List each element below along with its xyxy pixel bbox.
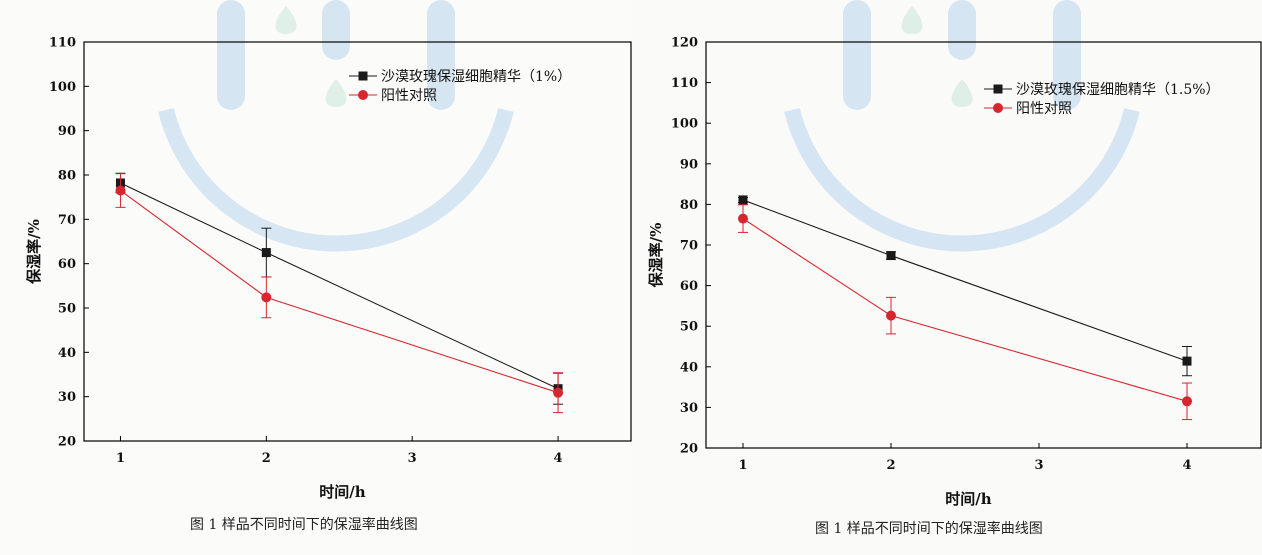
y-tick-label: 80 xyxy=(58,169,76,184)
data-point-square xyxy=(261,248,271,258)
x-tick-label: 1 xyxy=(116,451,125,466)
line-chart-1-5pct: 20 30 40 50 60 70 80 90 100 110 120 1 2 3 4 时间/h 保湿率/% 沙漠… xyxy=(647,0,1262,508)
x-tick-label: 3 xyxy=(408,451,417,466)
legend-label: 沙漠玫瑰保湿细胞精华（1%） xyxy=(381,69,571,85)
watermark-drop xyxy=(901,6,923,34)
legend-marker-square xyxy=(993,84,1003,94)
y-tick-label: 110 xyxy=(49,36,76,51)
legend-marker-square xyxy=(358,71,368,81)
x-tick-label: 2 xyxy=(262,451,271,466)
watermark-arc xyxy=(158,108,514,252)
watermark-bar xyxy=(948,0,976,60)
y-tick-label: 100 xyxy=(49,80,76,95)
y-tick-label: 50 xyxy=(680,320,698,335)
y-axis-title: 保湿率/% xyxy=(25,219,43,285)
watermark-arc xyxy=(784,108,1140,252)
data-point-square xyxy=(886,251,896,261)
watermark-bar xyxy=(427,0,455,110)
watermark-bar xyxy=(1053,0,1081,110)
series-line xyxy=(120,190,559,394)
x-tick-label: 3 xyxy=(1034,458,1043,473)
data-point-circle xyxy=(553,387,564,398)
figure-caption: 图 1 样品不同时间下的保湿率曲线图 xyxy=(815,521,1043,537)
watermark-bar xyxy=(843,0,871,110)
figure-caption: 图 1 样品不同时间下的保湿率曲线图 xyxy=(190,517,418,533)
y-tick-label: 40 xyxy=(680,360,698,375)
x-axis-title: 时间/h xyxy=(945,490,991,508)
y-tick-label: 90 xyxy=(58,124,76,139)
y-tick-label: 50 xyxy=(58,302,76,317)
y-tick-label: 40 xyxy=(58,346,76,361)
legend-label: 阳性对照 xyxy=(381,88,437,104)
y-axis-title: 保湿率/% xyxy=(647,223,665,289)
data-point-circle xyxy=(261,292,272,303)
chart-panel-left: 20 30 40 50 60 70 80 90 100 110 1 2 3 4 时间/h 保湿率/% 沙漠玫瑰保… xyxy=(25,0,632,533)
data-point-circle xyxy=(738,213,748,224)
y-tick-label: 60 xyxy=(680,279,698,294)
y-tick-label: 100 xyxy=(671,117,698,132)
data-point-circle xyxy=(1182,396,1192,407)
y-tick-label: 120 xyxy=(671,36,698,51)
x-tick-label: 2 xyxy=(886,458,895,473)
line-chart-1pct: 20 30 40 50 60 70 80 90 100 110 1 2 3 4 时间/h 保湿率/% 沙漠玫瑰保… xyxy=(25,0,632,501)
y-tick-label: 80 xyxy=(680,198,698,213)
series-line xyxy=(120,182,559,390)
x-tick-label: 4 xyxy=(554,451,563,466)
y-tick-label: 20 xyxy=(58,435,76,450)
y-tick-label: 110 xyxy=(671,76,698,91)
data-point-circle xyxy=(886,310,896,321)
x-tick-label: 1 xyxy=(738,458,747,473)
legend-label: 阳性对照 xyxy=(1016,101,1072,117)
watermark-logo xyxy=(784,0,1140,252)
y-tick-label: 90 xyxy=(680,157,698,172)
data-point-square xyxy=(738,195,748,205)
legend-marker-circle xyxy=(993,103,1003,113)
legend-marker-circle xyxy=(358,90,368,100)
x-tick-label: 4 xyxy=(1182,458,1191,473)
watermark-logo xyxy=(158,0,514,252)
chart-panel-right: 20 30 40 50 60 70 80 90 100 110 120 1 2 3 4 时间/h 保湿率/% 沙漠… xyxy=(632,0,1262,555)
watermark-drop xyxy=(951,79,973,107)
watermark-drop xyxy=(325,79,347,107)
x-axis-title: 时间/h xyxy=(319,483,365,501)
legend-label: 沙漠玫瑰保湿细胞精华（1.5%） xyxy=(1016,82,1220,98)
y-tick-label: 20 xyxy=(680,442,698,457)
y-tick-label: 30 xyxy=(680,401,698,416)
watermark-bar xyxy=(322,0,350,60)
y-tick-label: 60 xyxy=(58,257,76,272)
data-point-square xyxy=(1182,356,1192,366)
data-point-circle xyxy=(115,185,126,196)
y-tick-label: 30 xyxy=(58,390,76,405)
watermark-bar xyxy=(217,0,245,110)
plot-frame xyxy=(83,41,632,442)
watermark-drop xyxy=(275,6,297,34)
y-tick-label: 70 xyxy=(680,239,698,254)
y-tick-label: 70 xyxy=(58,213,76,228)
